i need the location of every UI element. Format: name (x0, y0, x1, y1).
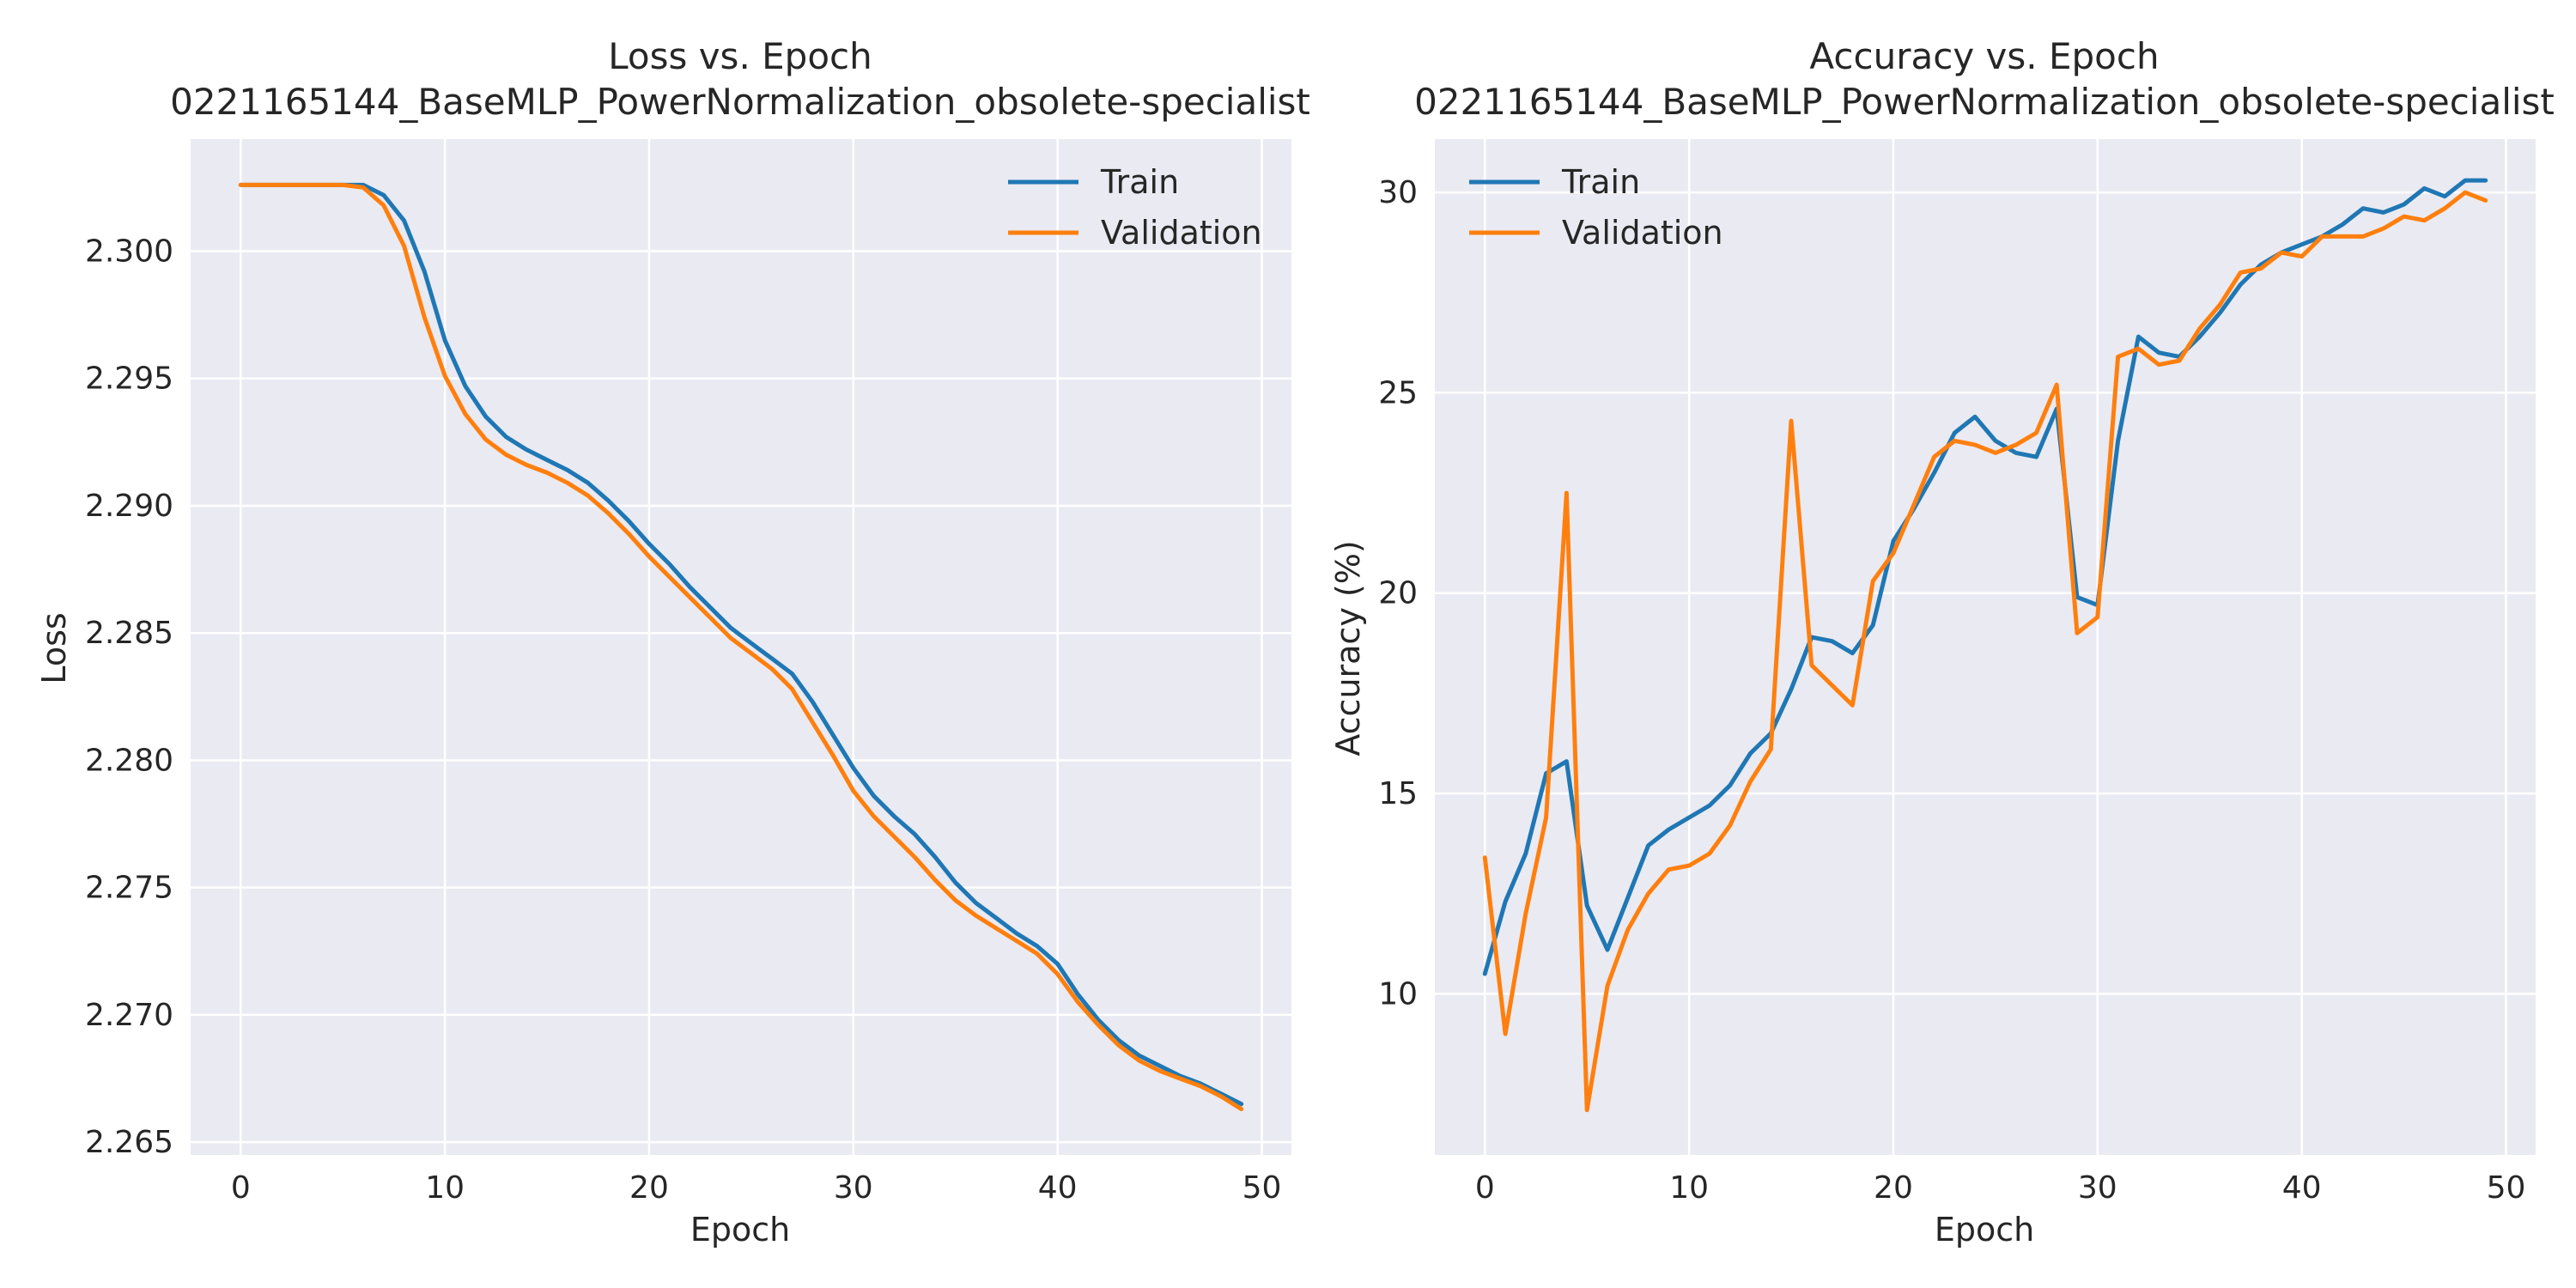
accuracy-y-tick-label: 15 (1378, 776, 1418, 811)
loss-y-tick-label: 2.270 (85, 998, 173, 1033)
accuracy-x-tick-label: 40 (2282, 1170, 2322, 1206)
loss-x-axis-label: Epoch (690, 1211, 790, 1249)
accuracy-series (1482, 178, 2488, 1113)
loss-y-tick-label: 2.275 (85, 871, 173, 906)
loss-title: Loss vs. Epoch (608, 35, 872, 77)
loss-y-tick-label: 2.300 (85, 234, 173, 269)
accuracy-x-tick-label: 20 (1874, 1170, 1913, 1206)
accuracy-panel: Accuracy vs. Epoch 0221165144_BaseMLP_Po… (1329, 35, 2555, 1249)
loss-x-tick-label: 40 (1038, 1170, 1078, 1206)
accuracy-legend-validation-label: Validation (1562, 214, 1723, 252)
accuracy-x-ticks: 0 10 20 30 40 50 (1475, 1170, 2526, 1206)
accuracy-y-tick-label: 20 (1378, 576, 1418, 611)
accuracy-title: Accuracy vs. Epoch (1809, 35, 2159, 77)
accuracy-y-tick-label: 30 (1378, 175, 1418, 210)
accuracy-y-tick-label: 10 (1378, 976, 1418, 1012)
accuracy-x-tick-label: 30 (2078, 1170, 2117, 1206)
loss-x-tick-label: 10 (425, 1170, 465, 1206)
loss-panel: Loss vs. Epoch 0221165144_BaseMLP_PowerN… (35, 35, 1310, 1249)
accuracy-x-tick-label: 0 (1475, 1170, 1495, 1206)
loss-x-tick-label: 30 (834, 1170, 873, 1206)
accuracy-x-axis-label: Epoch (1935, 1211, 2034, 1249)
accuracy-legend: Train Validation (1469, 163, 1723, 252)
accuracy-legend-train-label: Train (1561, 163, 1640, 201)
accuracy-y-axis-label: Accuracy (%) (1329, 540, 1367, 756)
loss-y-ticks: 2.265 2.270 2.275 2.280 2.285 2.290 2.295 2.300 (85, 234, 173, 1160)
loss-y-axis-label: Loss (35, 612, 73, 683)
loss-y-tick-label: 2.265 (85, 1125, 173, 1160)
loss-x-ticks: 0 10 20 30 40 50 (231, 1170, 1282, 1206)
loss-x-tick-label: 50 (1242, 1170, 1282, 1206)
loss-legend: Train Validation (1008, 163, 1262, 252)
accuracy-subtitle: 0221165144_BaseMLP_PowerNormalization_ob… (1414, 81, 2555, 123)
loss-y-tick-label: 2.280 (85, 743, 173, 778)
loss-subtitle: 0221165144_BaseMLP_PowerNormalization_ob… (170, 81, 1310, 123)
loss-legend-validation-label: Validation (1101, 214, 1262, 252)
accuracy-y-ticks: 10 15 20 25 30 (1378, 175, 1418, 1012)
accuracy-y-tick-label: 25 (1378, 375, 1418, 410)
accuracy-gridlines (1435, 139, 2536, 1155)
loss-x-tick-label: 20 (629, 1170, 669, 1206)
accuracy-plot-area (1435, 139, 2536, 1155)
loss-legend-train-label: Train (1100, 163, 1179, 201)
accuracy-x-tick-label: 50 (2487, 1170, 2526, 1206)
loss-y-tick-label: 2.290 (85, 489, 173, 524)
loss-train-line (238, 182, 1244, 1107)
loss-validation-line (238, 182, 1244, 1112)
accuracy-x-tick-label: 10 (1669, 1170, 1709, 1206)
loss-series (238, 182, 1244, 1112)
loss-y-tick-label: 2.285 (85, 616, 173, 651)
loss-y-tick-label: 2.295 (85, 361, 173, 397)
accuracy-validation-line (1482, 190, 2488, 1113)
loss-x-tick-label: 0 (231, 1170, 251, 1206)
